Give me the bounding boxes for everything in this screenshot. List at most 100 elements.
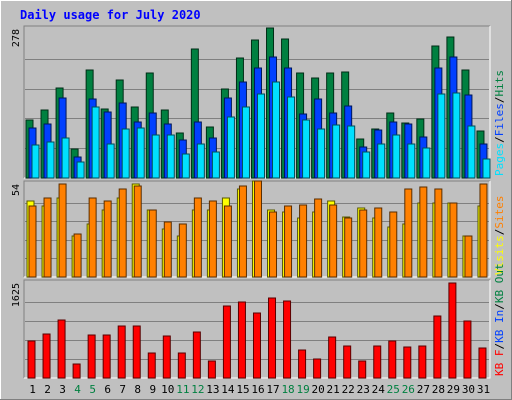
bar-sites-day-7 — [118, 188, 127, 278]
bar-kb-f-day-22 — [343, 345, 352, 379]
x-tick-label-day-2: 2 — [44, 383, 51, 396]
legend-entry-files: Files — [493, 103, 506, 136]
x-tick-label-day-16: 16 — [251, 383, 264, 396]
x-tick-label-day-29: 29 — [447, 383, 460, 396]
bar-kb-f-day-26 — [403, 346, 412, 379]
x-tick-label-day-10: 10 — [161, 383, 174, 396]
bar-pages-day-24 — [377, 143, 386, 179]
bar-kb-f-day-7 — [117, 325, 126, 379]
x-tick-label-day-6: 6 — [104, 383, 111, 396]
legend-separator: / — [493, 136, 506, 143]
bar-pages-day-16 — [256, 93, 265, 179]
bar-pages-day-27 — [422, 147, 431, 179]
bar-kb-f-day-5 — [87, 334, 96, 379]
bar-sites-day-15 — [238, 185, 247, 278]
bar-kb-f-day-6 — [102, 334, 111, 379]
x-tick-label-day-20: 20 — [312, 383, 325, 396]
legend-entry-kb-in: KB In — [493, 310, 506, 343]
bar-sites-day-12 — [193, 197, 202, 278]
bar-sites-day-5 — [88, 197, 97, 278]
bar-sites-day-6 — [103, 200, 112, 278]
bar-sites-day-2 — [43, 197, 52, 278]
bar-pages-day-11 — [181, 153, 190, 179]
bar-sites-day-8 — [133, 185, 142, 278]
bar-sites-day-16 — [253, 180, 262, 278]
legend-entry-visits: Visits — [493, 235, 506, 275]
bar-kb-f-day-31 — [478, 347, 487, 379]
bar-sites-day-26 — [404, 188, 413, 278]
x-tick-label-day-22: 22 — [342, 383, 355, 396]
bar-sites-day-19 — [299, 204, 308, 278]
bar-pages-day-30 — [467, 125, 476, 179]
y-max-label-top: 278 — [11, 29, 22, 47]
bar-kb-f-day-23 — [358, 360, 367, 379]
bar-kb-f-day-25 — [388, 340, 397, 379]
bar-kb-f-day-15 — [237, 301, 246, 379]
bar-sites-day-27 — [419, 186, 428, 278]
bar-kb-f-day-9 — [147, 352, 156, 379]
x-tick-label-day-18: 18 — [281, 383, 294, 396]
bar-pages-day-21 — [332, 124, 341, 179]
x-tick-label-day-24: 24 — [372, 383, 386, 396]
bar-kb-f-day-10 — [162, 335, 171, 379]
bar-kb-f-day-3 — [57, 319, 66, 379]
bar-sites-day-11 — [178, 223, 187, 278]
bar-sites-day-17 — [269, 211, 278, 278]
legend-bottom: KB F/KB In/KB Out — [493, 263, 506, 376]
bar-sites-day-28 — [434, 188, 443, 278]
x-tick-label-day-31: 31 — [477, 383, 490, 396]
panel-bottom-area-shadow — [23, 279, 490, 378]
bar-pages-day-31 — [482, 158, 491, 179]
legend-entry-hits: Hits — [493, 70, 506, 97]
bar-sites-day-31 — [479, 183, 488, 278]
bar-pages-day-25 — [392, 134, 401, 179]
legend-middle: Visits/Sites — [493, 196, 506, 276]
bar-sites-day-10 — [163, 221, 172, 278]
x-tick-label-day-1: 1 — [29, 383, 36, 396]
bar-kb-f-day-13 — [207, 360, 216, 379]
x-tick-label-day-13: 13 — [206, 383, 219, 396]
bar-kb-f-day-20 — [313, 358, 322, 379]
bar-kb-f-day-11 — [177, 352, 186, 379]
legend-top: Pages/Files/Hits — [493, 70, 506, 176]
bar-kb-f-day-1 — [27, 340, 36, 379]
bar-pages-day-5 — [91, 106, 100, 179]
x-tick-label-day-25: 25 — [387, 383, 400, 396]
bar-kb-f-day-12 — [192, 331, 201, 379]
bar-pages-day-9 — [151, 134, 160, 179]
x-tick-label-day-5: 5 — [89, 383, 96, 396]
bar-sites-day-25 — [389, 211, 398, 278]
bar-kb-f-day-2 — [42, 333, 51, 379]
x-tick-label-day-30: 30 — [462, 383, 475, 396]
x-tick-label-day-4: 4 — [74, 383, 81, 396]
bar-sites-day-24 — [374, 207, 383, 278]
x-tick-label-day-14: 14 — [221, 383, 235, 396]
bar-sites-day-4 — [73, 233, 82, 278]
x-tick-label-day-3: 3 — [59, 383, 66, 396]
bar-kb-f-day-19 — [298, 349, 307, 379]
bar-pages-day-29 — [452, 92, 461, 179]
bar-pages-day-3 — [61, 137, 70, 179]
bar-sites-day-13 — [208, 200, 217, 278]
bar-sites-day-20 — [314, 198, 323, 278]
bar-pages-day-22 — [347, 125, 356, 179]
bar-pages-day-10 — [166, 134, 175, 179]
bar-sites-day-14 — [223, 205, 232, 278]
bar-kb-f-day-4 — [72, 363, 81, 379]
bar-pages-day-23 — [362, 151, 371, 179]
legend-separator: / — [493, 343, 506, 350]
bar-kb-f-day-14 — [222, 305, 231, 379]
bar-sites-day-30 — [464, 235, 473, 278]
bar-pages-day-4 — [76, 161, 85, 179]
bar-kb-f-day-28 — [433, 315, 442, 379]
legend-entry-sites: Sites — [493, 196, 506, 229]
legend-entry-kb-out: KB Out — [493, 263, 506, 303]
bar-kb-f-day-16 — [252, 312, 261, 379]
bar-sites-day-22 — [344, 217, 353, 278]
bar-pages-day-13 — [211, 151, 220, 179]
x-tick-label-day-11: 11 — [176, 383, 189, 396]
x-tick-label-day-15: 15 — [236, 383, 249, 396]
